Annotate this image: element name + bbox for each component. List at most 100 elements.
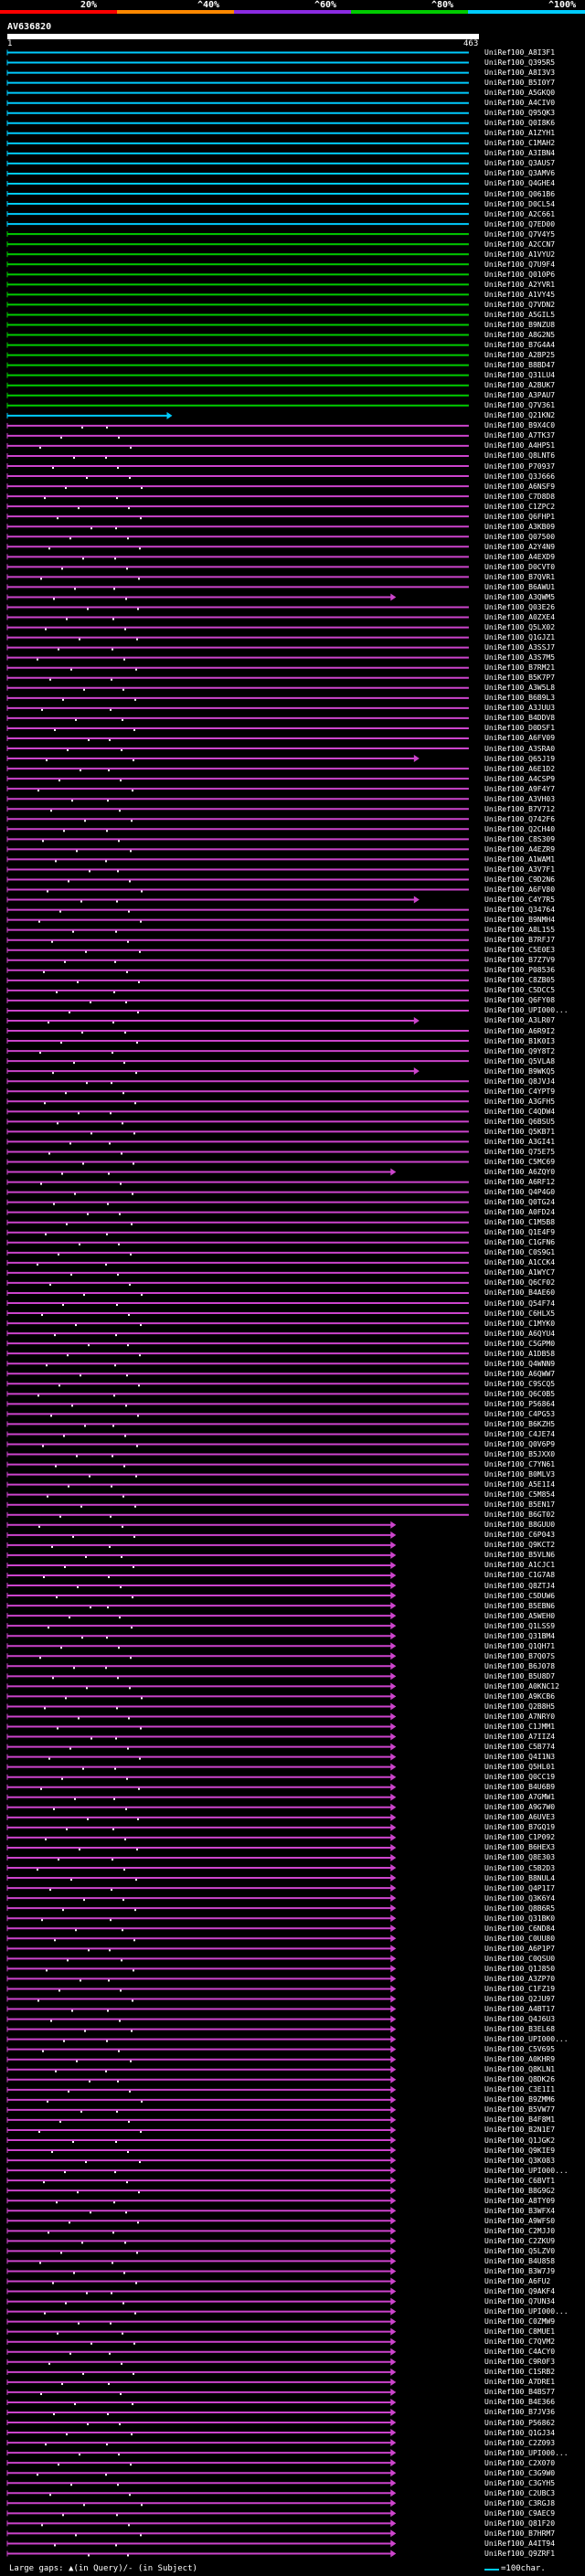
hit-label[interactable]: UniRef100_C9SCQ5 (484, 1379, 556, 1388)
hit-label[interactable]: UniRef100_Q7U9F4 (484, 260, 556, 269)
hit-label[interactable]: UniRef100_Q5LX02 (484, 623, 556, 632)
hit-label[interactable]: UniRef100_A5E1I4 (484, 1480, 556, 1489)
hit-label[interactable]: UniRef100_C5DUW6 (484, 1591, 556, 1600)
hit-label[interactable]: UniRef100_C2UBC3 (484, 2488, 556, 2497)
hit-label[interactable]: UniRef100_A8G2N5 (484, 331, 556, 340)
hit-label[interactable]: UniRef100_A2BP25 (484, 351, 556, 360)
hit-label[interactable]: UniRef100_A4BT17 (484, 2005, 556, 2014)
hit-label[interactable]: UniRef100_A2CCN7 (484, 239, 556, 249)
hit-label[interactable]: UniRef100_Q03E26 (484, 603, 556, 611)
hit-label[interactable]: UniRef100_C8MUE1 (484, 2327, 556, 2337)
hit-label[interactable]: UniRef100_A1CCK4 (484, 1258, 556, 1267)
hit-label[interactable]: UniRef100_Q4P1I7 (484, 1883, 556, 1892)
hit-label[interactable]: UniRef100_A3SRA0 (484, 744, 556, 753)
hit-label[interactable]: UniRef100_B7GQ19 (484, 1823, 556, 1832)
hit-label[interactable]: UniRef100_B6HEX3 (484, 1843, 556, 1852)
hit-label[interactable]: UniRef100_C1ZPC2 (484, 502, 556, 511)
hit-label[interactable]: UniRef100_Q0TG24 (484, 1198, 556, 1207)
hit-label[interactable]: UniRef100_A5GIL5 (484, 310, 556, 319)
hit-label[interactable]: UniRef100_A5WEH0 (484, 1611, 556, 1620)
hit-label[interactable]: UniRef100_Q2JU97 (484, 1994, 556, 2003)
hit-label[interactable]: UniRef100_C5E0E3 (484, 946, 556, 955)
hit-label[interactable]: UniRef100_Q010P6 (484, 270, 556, 279)
hit-label[interactable]: UniRef100_B7RM21 (484, 663, 556, 673)
hit-label[interactable]: UniRef100_Q3AUS7 (484, 159, 556, 168)
hit-label[interactable]: UniRef100_Q0CC19 (484, 1773, 556, 1782)
hit-label[interactable]: UniRef100_A6QWW7 (484, 1369, 556, 1378)
hit-label[interactable]: UniRef100_A6RF12 (484, 1178, 556, 1187)
hit-label[interactable]: UniRef100_B8BD47 (484, 361, 556, 370)
hit-label[interactable]: UniRef100_Q5HL01 (484, 1763, 556, 1772)
hit-label[interactable]: UniRef100_Q3K083 (484, 2156, 556, 2165)
hit-label[interactable]: UniRef100_Q1LSS9 (484, 1621, 556, 1630)
hit-label[interactable]: UniRef100_Q1GJ34 (484, 2428, 556, 2437)
hit-label[interactable]: UniRef100_C0QSU0 (484, 1954, 556, 1963)
hit-label[interactable]: UniRef100_Q6BSU5 (484, 1117, 556, 1126)
hit-label[interactable]: UniRef100_A0ZXE4 (484, 613, 556, 622)
hit-label[interactable]: UniRef100_Q34764 (484, 906, 556, 915)
hit-label[interactable]: UniRef100_A3ZP70 (484, 1974, 556, 1983)
hit-label[interactable]: UniRef100_C5B774 (484, 1743, 556, 1752)
hit-label[interactable]: UniRef100_P08536 (484, 966, 556, 975)
hit-label[interactable]: UniRef100_Q9AKF4 (484, 2287, 556, 2296)
hit-label[interactable]: UniRef100_B9ZMM6 (484, 2095, 556, 2104)
hit-label[interactable]: UniRef100_B4U858 (484, 2256, 556, 2265)
hit-label[interactable]: UniRef100_A9G7W0 (484, 1803, 556, 1812)
hit-label[interactable]: UniRef100_A3GI41 (484, 1137, 556, 1146)
hit-label[interactable]: UniRef100_A6R9I2 (484, 1026, 556, 1035)
hit-label[interactable]: UniRef100_B7QVR1 (484, 572, 556, 581)
hit-label[interactable]: UniRef100_Q8DK26 (484, 2075, 556, 2084)
hit-label[interactable]: UniRef100_A4HP51 (484, 441, 556, 451)
hit-label[interactable]: UniRef100_A1CJC1 (484, 1561, 556, 1570)
hit-label[interactable]: UniRef100_A7DRE1 (484, 2378, 556, 2387)
hit-label[interactable]: UniRef100_Q54F74 (484, 1299, 556, 1308)
hit-label[interactable]: UniRef100_B2N1E7 (484, 2125, 556, 2135)
hit-label[interactable]: UniRef100_B5EBN6 (484, 1601, 556, 1610)
hit-label[interactable]: UniRef100_A3PAU7 (484, 391, 556, 400)
hit-label[interactable]: UniRef100_C1G7A8 (484, 1571, 556, 1580)
hit-label[interactable]: UniRef100_D0CVT0 (484, 562, 556, 571)
hit-label[interactable]: UniRef100_B7RFJ7 (484, 936, 556, 945)
hit-label[interactable]: UniRef100_C3G9W0 (484, 2468, 556, 2477)
hit-label[interactable]: UniRef100_C9D2N6 (484, 875, 556, 884)
hit-label[interactable]: UniRef100_A2C661 (484, 209, 556, 218)
hit-label[interactable]: UniRef100_Q0I8K6 (484, 119, 556, 128)
hit-label[interactable]: UniRef100_Q8E303 (484, 1853, 556, 1862)
hit-label[interactable]: UniRef100_B4BS77 (484, 2388, 556, 2397)
hit-label[interactable]: UniRef100_UPI000... (484, 2166, 569, 2175)
hit-label[interactable]: UniRef100_A8L155 (484, 926, 556, 935)
hit-label[interactable]: UniRef100_A1ZYH1 (484, 129, 556, 138)
hit-label[interactable]: UniRef100_Q9ZRF1 (484, 2549, 556, 2558)
hit-label[interactable]: UniRef100_A6QYU4 (484, 1329, 556, 1338)
hit-label[interactable]: UniRef100_B6AWU1 (484, 582, 556, 591)
hit-label[interactable]: UniRef100_UPI000... (484, 1006, 569, 1015)
hit-label[interactable]: UniRef100_C3RGJ8 (484, 2498, 556, 2507)
hit-label[interactable]: UniRef100_C4YPT9 (484, 1087, 556, 1096)
hit-label[interactable]: UniRef100_A6FV80 (484, 885, 556, 895)
hit-label[interactable]: UniRef100_A4CSP9 (484, 774, 556, 783)
hit-label[interactable]: UniRef100_Q95QK3 (484, 109, 556, 118)
hit-label[interactable]: UniRef100_A2Y4N9 (484, 542, 556, 551)
hit-label[interactable]: UniRef100_A3VH03 (484, 794, 556, 803)
hit-label[interactable]: UniRef100_C5B2D3 (484, 1863, 556, 1872)
hit-label[interactable]: UniRef100_Q3K6Y4 (484, 1893, 556, 1903)
hit-label[interactable]: UniRef100_Q1JGK2 (484, 2136, 556, 2145)
hit-label[interactable]: UniRef100_B6J078 (484, 1661, 556, 1670)
hit-label[interactable]: UniRef100_B4AE60 (484, 1288, 556, 1298)
hit-label[interactable]: UniRef100_B5U8D7 (484, 1671, 556, 1680)
hit-label[interactable]: UniRef100_A1WYC7 (484, 1268, 556, 1277)
hit-label[interactable]: UniRef100_B5VLN6 (484, 1551, 556, 1560)
hit-label[interactable]: UniRef100_C5M854 (484, 1490, 556, 1500)
hit-label[interactable]: UniRef100_A5GKQ0 (484, 89, 556, 98)
hit-label[interactable]: UniRef100_Q1E4F9 (484, 1228, 556, 1237)
hit-label[interactable]: UniRef100_B5JXX0 (484, 1450, 556, 1459)
hit-label[interactable]: UniRef100_C7D8D8 (484, 492, 556, 501)
hit-label[interactable]: UniRef100_Q07500 (484, 532, 556, 541)
hit-label[interactable]: UniRef100_P56862 (484, 2418, 556, 2427)
hit-label[interactable]: UniRef100_Q6FY08 (484, 996, 556, 1005)
hit-label[interactable]: UniRef100_UPI000... (484, 2448, 569, 2457)
hit-label[interactable]: UniRef100_B9NMH4 (484, 916, 556, 925)
hit-label[interactable]: UniRef100_Q061B6 (484, 189, 556, 198)
hit-label[interactable]: UniRef100_C7QVM2 (484, 2337, 556, 2347)
hit-label[interactable]: UniRef100_B9NZU8 (484, 320, 556, 329)
